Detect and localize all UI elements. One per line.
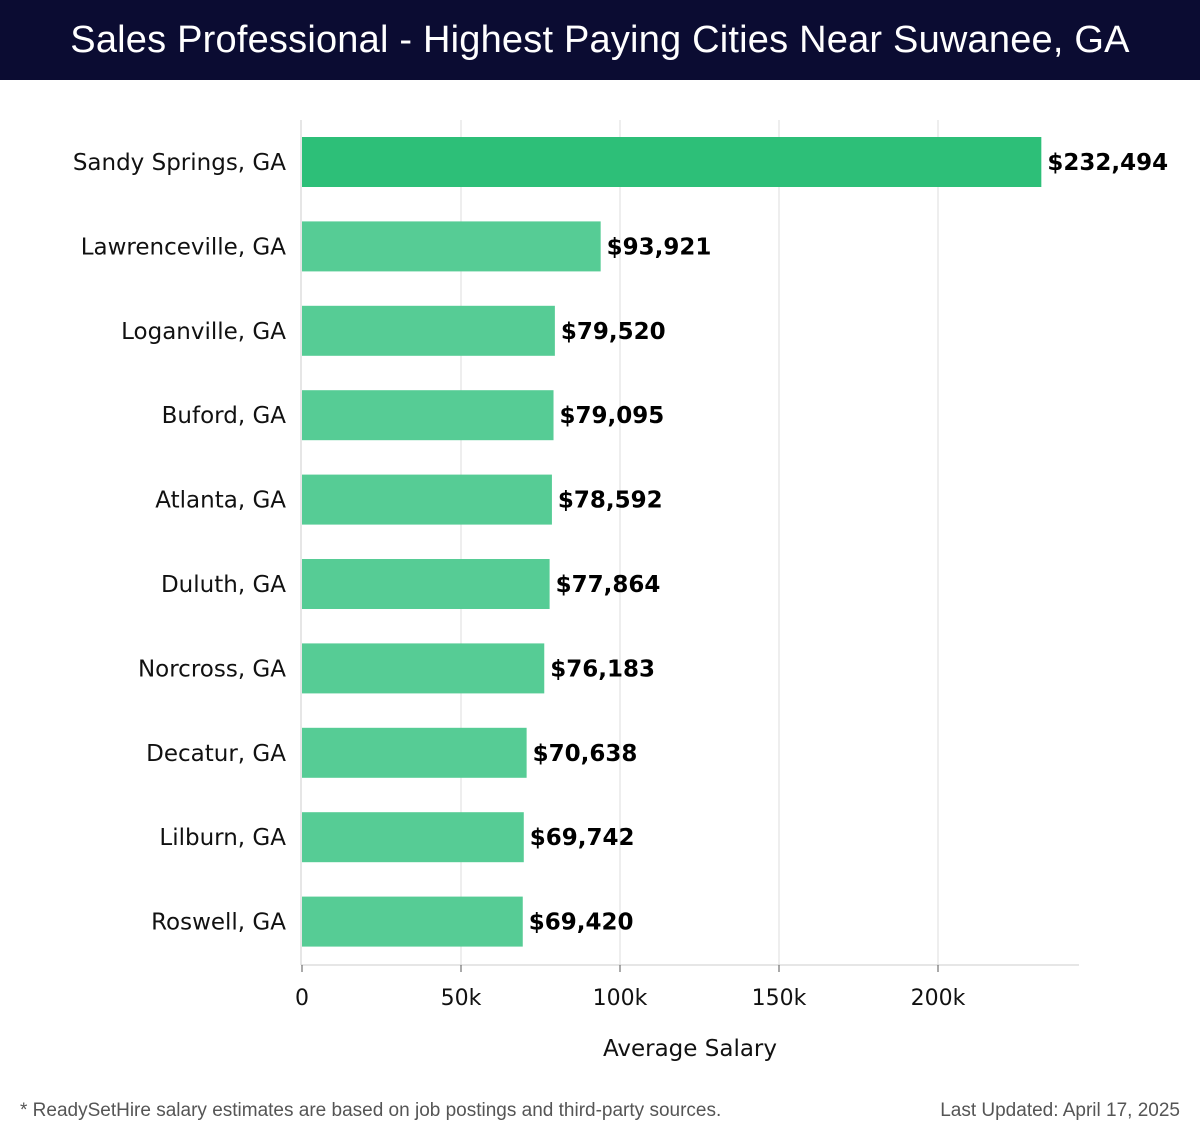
bar [302,221,601,272]
bar [302,727,527,778]
x-tick-label: 100k [593,986,648,1011]
value-label: $232,494 [1047,150,1168,176]
value-label: $69,742 [530,825,635,851]
x-tick-label: 0 [295,986,309,1011]
last-updated: Last Updated: April 17, 2025 [940,1100,1180,1121]
x-tick-label: 50k [441,986,482,1011]
category-label: Duluth, GA [161,572,286,598]
category-label: Roswell, GA [151,910,286,936]
category-label: Loganville, GA [121,319,286,345]
value-label: $69,420 [529,910,634,936]
bar [302,474,552,525]
value-label: $70,638 [533,741,638,767]
bar [302,643,545,694]
category-label: Lawrenceville, GA [81,234,287,260]
value-label: $79,520 [561,319,666,345]
bar [302,137,1042,187]
category-label: Atlanta, GA [155,488,286,514]
salary-bar-chart: 0 50k 100k 150k 200k Average Salary Sandy Spri… [73,120,1168,1062]
category-label: Sandy Springs, GA [73,150,286,176]
category-label: Norcross, GA [138,656,286,682]
chart-header: Sales Professional - Highest Paying Citi… [0,0,1200,80]
bar [302,390,554,441]
x-axis-title: Average Salary [603,1036,777,1062]
x-tick-label: 150k [752,986,807,1011]
value-label: $93,921 [607,234,712,260]
bar [302,812,524,863]
value-label: $78,592 [558,488,663,514]
category-label: Buford, GA [162,403,287,429]
bar [302,559,550,609]
category-label: Decatur, GA [146,741,286,767]
value-label: $76,183 [550,656,655,682]
footer-note: * ReadySetHire salary estimates are base… [20,1100,722,1121]
bar [302,305,555,356]
x-tick-label: 200k [911,986,966,1011]
value-label: $79,095 [560,403,665,429]
bar [302,896,523,947]
chart-title: Sales Professional - Highest Paying Citi… [70,18,1130,61]
value-label: $77,864 [556,572,661,598]
category-label: Lilburn, GA [159,825,286,851]
